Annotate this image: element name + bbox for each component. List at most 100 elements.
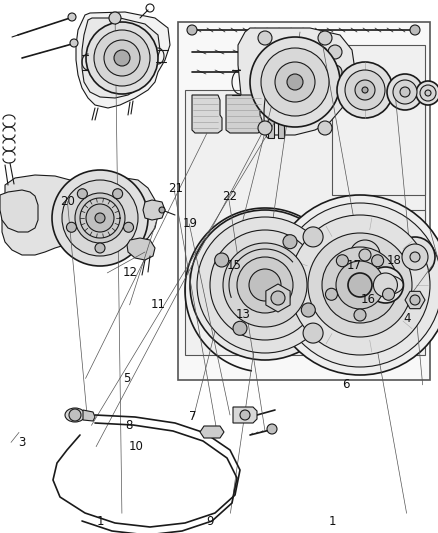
Polygon shape [226,95,262,133]
Circle shape [355,80,375,100]
Circle shape [367,267,403,303]
Circle shape [270,195,438,375]
Polygon shape [83,410,95,421]
Circle shape [317,47,327,57]
Circle shape [62,180,138,256]
Circle shape [210,230,320,340]
Polygon shape [178,22,430,380]
Circle shape [382,288,395,300]
Circle shape [308,233,412,337]
Circle shape [75,193,125,243]
Circle shape [297,44,313,60]
Circle shape [395,237,435,277]
Circle shape [287,74,303,90]
Text: 7: 7 [189,410,197,423]
Bar [332,210,425,310]
Text: 10: 10 [128,440,143,453]
Text: 16: 16 [360,293,375,306]
Circle shape [318,31,332,45]
Circle shape [275,62,315,102]
Circle shape [410,295,420,305]
Circle shape [350,240,380,270]
Circle shape [420,85,436,101]
Polygon shape [2,175,158,255]
Circle shape [337,62,393,118]
Circle shape [237,257,293,313]
Text: 11: 11 [150,298,165,311]
Circle shape [318,121,332,135]
Circle shape [197,217,333,353]
Circle shape [317,67,327,77]
Polygon shape [266,284,290,312]
Text: 4: 4 [403,312,411,325]
Ellipse shape [65,408,85,422]
Circle shape [328,45,342,59]
Polygon shape [143,200,165,220]
Polygon shape [192,95,222,133]
Circle shape [215,253,229,267]
Circle shape [250,37,340,127]
Polygon shape [200,426,224,438]
Circle shape [402,244,428,270]
Polygon shape [278,92,284,138]
Circle shape [354,309,366,321]
Circle shape [258,121,272,135]
Polygon shape [82,18,160,98]
Circle shape [78,189,87,199]
Circle shape [416,81,438,105]
Text: 15: 15 [227,259,242,272]
Circle shape [271,291,285,305]
Circle shape [345,70,385,110]
Circle shape [325,288,337,300]
Circle shape [233,321,247,335]
Bar [332,45,425,195]
Circle shape [348,273,372,297]
Circle shape [371,255,384,266]
Text: 21: 21 [168,182,183,195]
Circle shape [301,303,315,317]
Circle shape [95,213,105,223]
Circle shape [400,87,410,97]
Polygon shape [127,238,155,260]
Text: 5: 5 [124,372,131,385]
Text: 12: 12 [123,266,138,279]
Circle shape [94,30,150,86]
Circle shape [190,210,340,360]
Text: 1: 1 [97,515,105,528]
Circle shape [359,249,371,261]
Polygon shape [238,28,355,135]
Polygon shape [268,92,274,138]
Circle shape [86,22,158,94]
Polygon shape [233,407,257,423]
Circle shape [70,39,78,47]
Circle shape [258,31,272,45]
Circle shape [303,227,323,247]
Circle shape [278,203,438,367]
Text: 9: 9 [206,515,214,528]
Text: 20: 20 [60,195,75,208]
Text: 19: 19 [183,217,198,230]
Circle shape [336,261,384,309]
Circle shape [303,323,323,343]
Circle shape [114,50,130,66]
Circle shape [425,90,431,96]
Circle shape [68,13,76,21]
Text: 1: 1 [329,515,337,528]
Text: 17: 17 [346,259,361,272]
Circle shape [86,204,114,232]
Circle shape [187,25,197,35]
Circle shape [124,222,134,232]
Polygon shape [405,292,425,309]
Circle shape [67,222,77,232]
Text: 13: 13 [236,308,251,321]
Circle shape [393,80,417,104]
Circle shape [113,189,123,199]
Circle shape [343,233,387,277]
Polygon shape [0,190,38,232]
Polygon shape [76,12,170,108]
Circle shape [249,269,281,301]
Circle shape [69,409,81,421]
Circle shape [297,64,313,80]
Circle shape [328,65,342,79]
Circle shape [322,247,398,323]
